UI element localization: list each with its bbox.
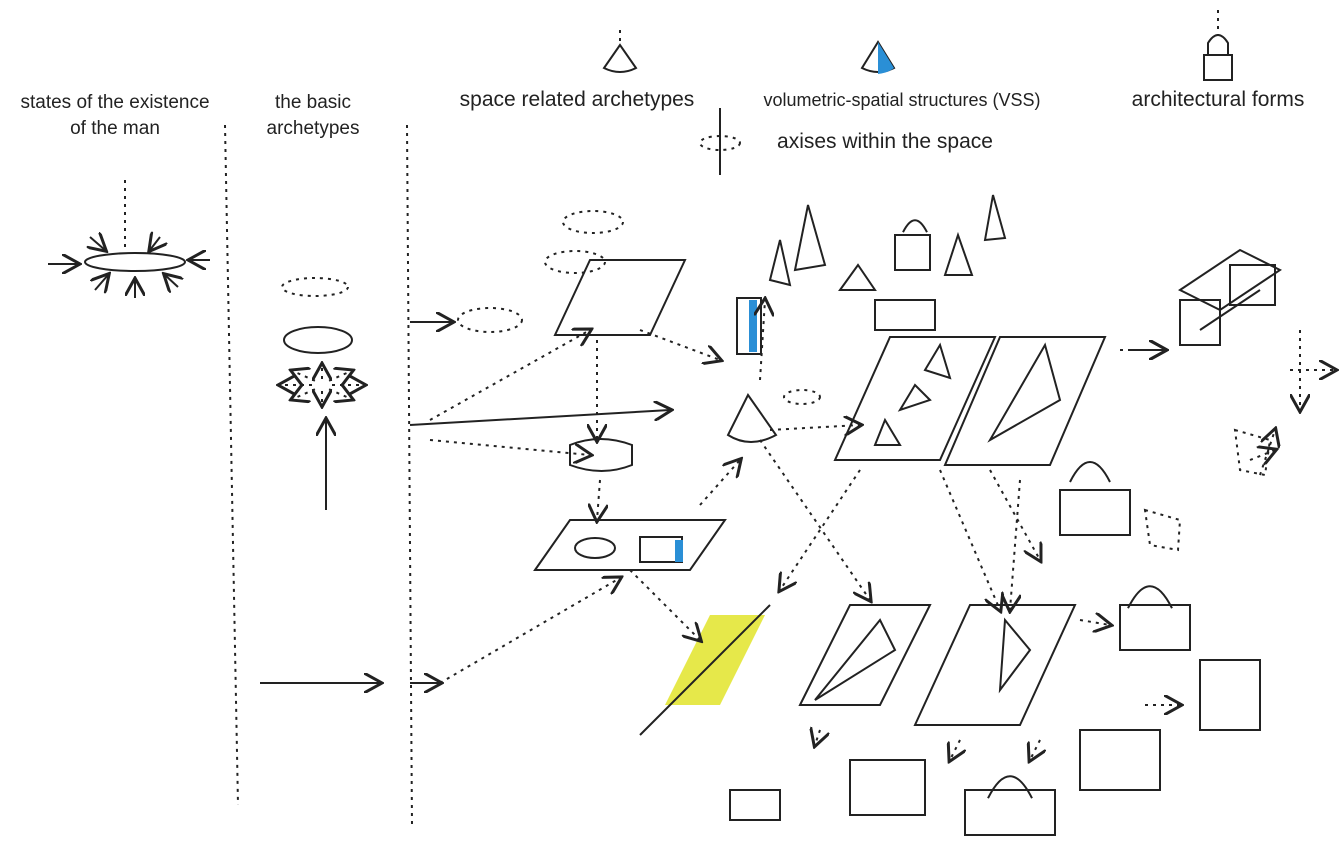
legend-label: axises within the space: [777, 130, 993, 153]
diagram: states of the existence of the man the b…: [0, 0, 1340, 852]
column-header: archetypes: [267, 118, 360, 139]
background: [0, 0, 1340, 852]
column-header: states of the existence: [20, 92, 209, 113]
column-header: volumetric-spatial structures (VSS): [763, 90, 1040, 110]
cylinder-fill: [749, 300, 757, 352]
box-fill: [675, 540, 683, 562]
column-header: architectural forms: [1132, 88, 1305, 111]
column-header: the basic: [275, 92, 351, 113]
column-header: space related archetypes: [460, 88, 695, 111]
column-header: of the man: [70, 118, 160, 139]
